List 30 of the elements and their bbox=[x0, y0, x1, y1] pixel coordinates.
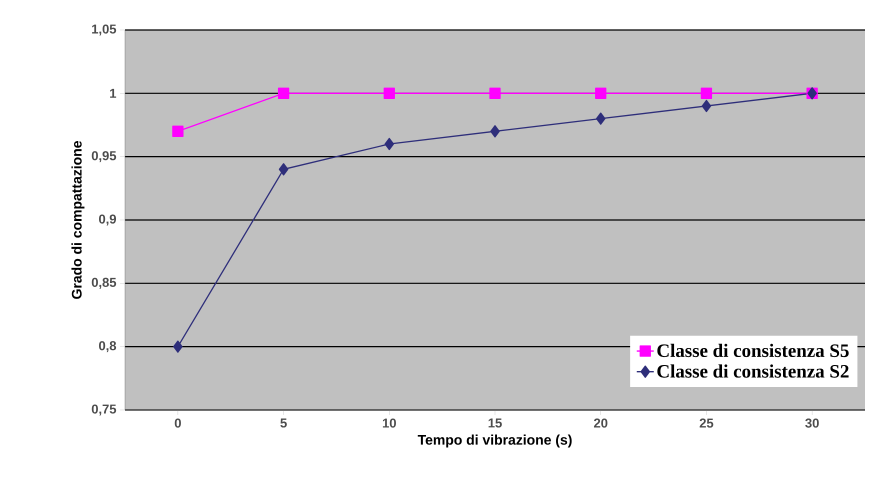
y-axis-title: Grado di compattazione bbox=[71, 141, 84, 299]
legend-label: Classe di consistenza S2 bbox=[657, 364, 849, 378]
point bbox=[384, 88, 395, 99]
x-axis-title: Tempo di vibrazione (s) bbox=[418, 434, 572, 448]
y-tick-label: 1 bbox=[110, 88, 116, 98]
legend-label: Classe di consistenza S5 bbox=[657, 344, 849, 358]
x-tick-label: 25 bbox=[700, 418, 714, 428]
y-tick-label: 0,8 bbox=[99, 341, 116, 352]
point bbox=[278, 88, 290, 99]
point bbox=[595, 88, 606, 99]
y-tick-label: 0,9 bbox=[99, 214, 116, 226]
point bbox=[490, 125, 500, 138]
x-tick-label: 0 bbox=[174, 418, 181, 428]
x-tick-label: 20 bbox=[594, 418, 608, 428]
point bbox=[172, 126, 184, 137]
x-tick-label: 30 bbox=[805, 418, 819, 428]
point bbox=[278, 163, 288, 176]
y-tick-label: 0,75 bbox=[92, 404, 116, 416]
x-tick-label: 5 bbox=[280, 418, 287, 428]
point bbox=[384, 138, 394, 150]
point bbox=[173, 340, 183, 353]
y-tick-label: 0,85 bbox=[92, 278, 116, 289]
y-tick-label: 0,95 bbox=[92, 151, 116, 162]
y-tick-label: 1,05 bbox=[92, 24, 116, 36]
point bbox=[700, 88, 712, 99]
x-tick-label: 15 bbox=[488, 418, 502, 428]
point bbox=[596, 112, 606, 125]
point bbox=[489, 88, 501, 99]
point bbox=[702, 100, 712, 112]
x-tick-label: 10 bbox=[382, 418, 396, 428]
